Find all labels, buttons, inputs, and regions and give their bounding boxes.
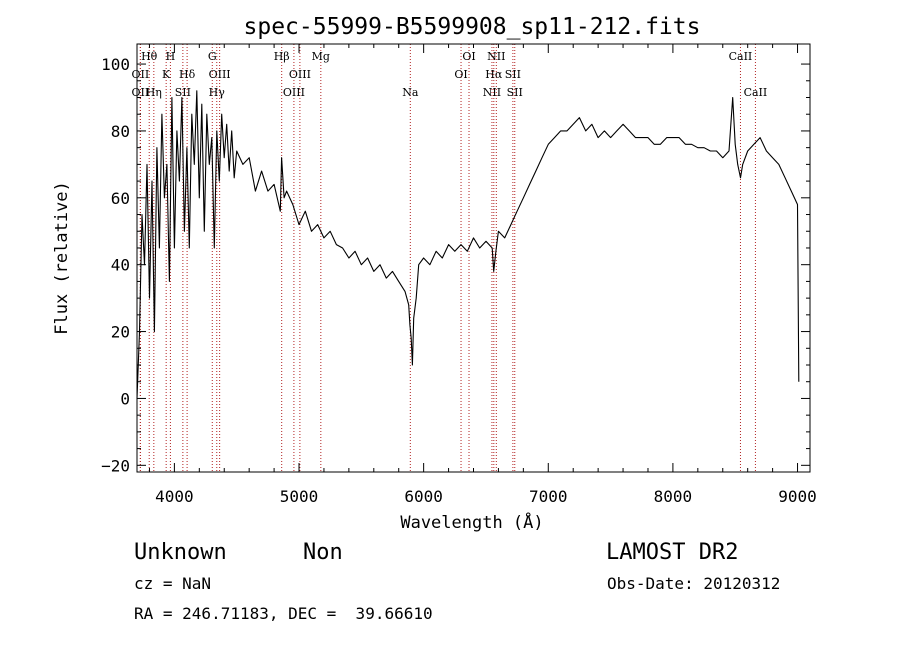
- marker-label-5: K: [162, 68, 171, 81]
- marker-label-22: SII: [507, 86, 523, 99]
- y-tick-label-80: 80: [111, 122, 130, 141]
- x-axis-label: Wavelength (Å): [400, 511, 543, 533]
- series-layer: [136, 90, 800, 399]
- marker-label-20: SII: [505, 68, 521, 81]
- marker-label-16: OI: [462, 50, 475, 63]
- marker-label-14: Mg: [312, 50, 330, 63]
- marker-label-18: NII: [487, 50, 505, 63]
- emission-line-markers: [139, 44, 756, 472]
- marker-label-15: Na: [402, 86, 419, 99]
- marker-label-17: OI: [454, 68, 467, 81]
- marker-label-13: OIII: [283, 86, 305, 99]
- x-tick-label-8000: 8000: [654, 487, 693, 506]
- marker-label-1: OII: [132, 68, 150, 81]
- y-tick-label-0: 0: [120, 389, 130, 408]
- marker-label-11: Hβ: [274, 50, 290, 63]
- marker-label-4: H: [166, 50, 176, 63]
- marker-label-10: Hγ: [209, 86, 226, 99]
- x-tick-label-7000: 7000: [529, 487, 568, 506]
- y-tick-label-40: 40: [111, 256, 130, 275]
- y-tick-label--20: −20: [101, 456, 130, 475]
- marker-label-8: G: [208, 50, 217, 63]
- spectrum-series-0: [136, 90, 800, 399]
- coordinates: RA = 246.71183, DEC = 39.66610: [134, 604, 433, 623]
- object-class: Unknown: [134, 540, 227, 565]
- marker-label-6: Hδ: [179, 68, 196, 81]
- chart-title: spec-55999-B5599908_sp11-212.fits: [244, 14, 701, 40]
- marker-label-23: CaII: [729, 50, 753, 63]
- marker-label-9: OIII: [209, 68, 231, 81]
- x-tick-label-6000: 6000: [404, 487, 443, 506]
- marker-label-21: NII: [483, 86, 501, 99]
- survey-name: LAMOST DR2: [606, 540, 738, 565]
- marker-label-0: Hθ: [141, 50, 158, 63]
- y-tick-label-60: 60: [111, 189, 130, 208]
- x-tick-label-5000: 5000: [280, 487, 319, 506]
- x-tick-label-4000: 4000: [155, 487, 194, 506]
- marker-label-3: Hη: [146, 86, 162, 99]
- marker-label-2: OII: [132, 86, 150, 99]
- marker-label-12: OIII: [289, 68, 311, 81]
- marker-label-24: CaII: [744, 86, 768, 99]
- plot-frame: [136, 43, 811, 473]
- marker-label-7: SII: [175, 86, 191, 99]
- y-tick-label-20: 20: [111, 323, 130, 342]
- marker-label-19: Hα: [485, 68, 503, 81]
- x-tick-label-9000: 9000: [778, 487, 817, 506]
- redshift-readout: cz = NaN: [134, 574, 211, 593]
- object-subclass: Non: [303, 540, 343, 565]
- y-axis-label: Flux (relative): [52, 181, 72, 335]
- y-tick-label-100: 100: [101, 55, 130, 74]
- obs-date: Obs-Date: 20120312: [607, 574, 780, 593]
- axis-ticks: 4000 5000 6000 7000 8000 9000 −20 0 20 40 60 80 100: [101, 44, 817, 506]
